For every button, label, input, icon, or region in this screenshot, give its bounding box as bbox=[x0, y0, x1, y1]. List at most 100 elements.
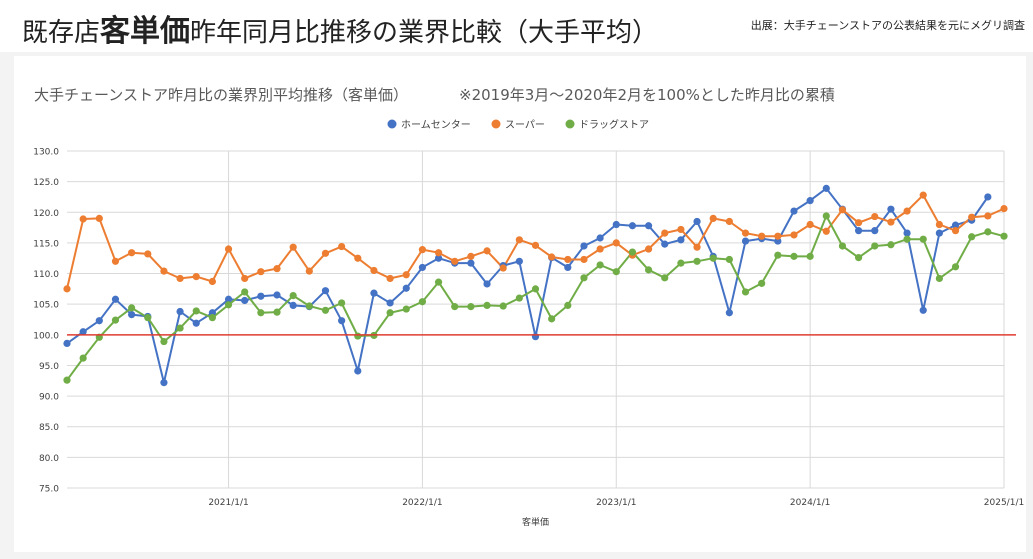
chart-subtitle: ※2019年3月～2020年2月を100%とした昨月比の累積 bbox=[459, 86, 835, 104]
data-point-1 bbox=[160, 267, 168, 275]
data-point-2 bbox=[208, 314, 216, 322]
data-point-2 bbox=[531, 285, 540, 293]
title-prefix: 既存店 bbox=[22, 18, 101, 48]
title-emphasis: 客単価 bbox=[100, 14, 191, 49]
data-point-0 bbox=[515, 257, 523, 265]
series-line-0 bbox=[66, 187, 989, 384]
data-point-0 bbox=[612, 220, 620, 229]
data-point-0 bbox=[661, 240, 669, 248]
data-point-2 bbox=[871, 242, 879, 250]
y-tick-label: 110.0 bbox=[33, 270, 59, 280]
data-point-1 bbox=[693, 243, 701, 251]
data-point-2 bbox=[564, 301, 572, 310]
data-point-2 bbox=[289, 292, 297, 300]
data-point-1 bbox=[919, 191, 927, 199]
data-point-1 bbox=[63, 285, 71, 293]
data-point-0 bbox=[434, 254, 443, 262]
data-point-0 bbox=[790, 207, 798, 215]
data-point-2 bbox=[467, 303, 475, 311]
data-point-1 bbox=[725, 217, 733, 226]
data-point-1 bbox=[79, 215, 87, 223]
data-point-1 bbox=[935, 220, 943, 229]
data-point-2 bbox=[644, 266, 653, 274]
data-point-2 bbox=[386, 309, 394, 317]
legend-label-2: ドラッグストア bbox=[579, 118, 649, 131]
data-point-1 bbox=[871, 212, 879, 221]
data-point-0 bbox=[370, 289, 378, 297]
data-point-1 bbox=[321, 249, 330, 257]
data-point-0 bbox=[273, 291, 281, 299]
y-tick-label: 120.0 bbox=[33, 209, 59, 219]
data-point-1 bbox=[467, 252, 475, 260]
title-suffix: 昨年同月比推移の業界比較（大手平均） bbox=[190, 18, 659, 48]
data-point-1 bbox=[257, 268, 265, 276]
data-point-0 bbox=[483, 280, 491, 288]
data-point-0 bbox=[580, 242, 588, 250]
data-point-0 bbox=[919, 306, 927, 314]
data-point-2 bbox=[774, 251, 782, 259]
data-point-2 bbox=[580, 274, 588, 282]
data-point-0 bbox=[644, 222, 653, 230]
data-point-2 bbox=[548, 315, 556, 323]
data-point-2 bbox=[628, 248, 637, 256]
data-point-0 bbox=[935, 229, 943, 237]
data-point-1 bbox=[176, 274, 184, 283]
data-point-0 bbox=[855, 227, 863, 235]
data-point-1 bbox=[386, 274, 394, 283]
data-point-0 bbox=[951, 221, 960, 229]
data-point-1 bbox=[758, 232, 766, 240]
data-point-2 bbox=[725, 255, 733, 264]
data-point-1 bbox=[305, 267, 313, 275]
data-point-2 bbox=[984, 228, 992, 236]
data-point-0 bbox=[741, 237, 750, 245]
data-point-1 bbox=[790, 231, 798, 239]
data-point-2 bbox=[144, 314, 152, 322]
data-point-2 bbox=[968, 233, 976, 241]
data-point-2 bbox=[79, 354, 87, 362]
x-tick-label: 2022/1/1 bbox=[402, 498, 442, 508]
y-tick-label: 125.0 bbox=[33, 178, 59, 188]
data-point-1 bbox=[612, 239, 620, 247]
line-chart: 大手チェーンストア昨月比の業界別平均推移（客単価） ※2019年3月～2020年2… bbox=[33, 86, 1024, 528]
legend-label-1: スーパー bbox=[505, 119, 545, 131]
data-point-2 bbox=[499, 302, 507, 310]
data-point-0 bbox=[241, 296, 249, 305]
data-point-2 bbox=[128, 304, 136, 312]
source-note: 出展：大手チェーンストアの公表結果を元にメグリ調査 bbox=[750, 19, 1025, 32]
data-point-0 bbox=[903, 229, 911, 237]
data-point-0 bbox=[338, 317, 346, 325]
data-point-2 bbox=[1000, 232, 1008, 240]
data-point-1 bbox=[531, 241, 540, 249]
data-point-1 bbox=[968, 213, 976, 221]
data-point-1 bbox=[483, 247, 491, 255]
data-point-0 bbox=[192, 319, 200, 327]
data-point-0 bbox=[160, 379, 168, 387]
data-point-0 bbox=[95, 317, 103, 325]
data-point-1 bbox=[224, 245, 233, 253]
data-point-0 bbox=[354, 367, 362, 375]
data-point-2 bbox=[709, 254, 717, 262]
data-point-0 bbox=[806, 197, 814, 205]
legend-marker-2 bbox=[565, 119, 575, 129]
legend-label-0: ホームセンター bbox=[401, 119, 471, 131]
y-tick-label: 80.0 bbox=[39, 454, 59, 464]
y-tick-label: 95.0 bbox=[39, 362, 59, 372]
data-point-0 bbox=[628, 222, 637, 230]
data-point-0 bbox=[693, 217, 701, 226]
series-line-2 bbox=[66, 214, 1005, 381]
data-point-1 bbox=[548, 253, 556, 261]
data-point-1 bbox=[677, 225, 685, 234]
data-point-0 bbox=[402, 284, 410, 292]
data-point-1 bbox=[111, 257, 120, 265]
data-point-0 bbox=[596, 234, 604, 242]
data-point-0 bbox=[871, 227, 879, 235]
data-point-0 bbox=[79, 328, 87, 336]
data-point-1 bbox=[741, 229, 750, 237]
data-point-2 bbox=[321, 306, 330, 314]
data-point-2 bbox=[612, 268, 620, 276]
data-point-0 bbox=[564, 263, 572, 272]
data-point-0 bbox=[725, 309, 733, 317]
data-point-0 bbox=[386, 299, 394, 307]
data-point-0 bbox=[822, 184, 830, 192]
data-point-1 bbox=[338, 242, 346, 251]
